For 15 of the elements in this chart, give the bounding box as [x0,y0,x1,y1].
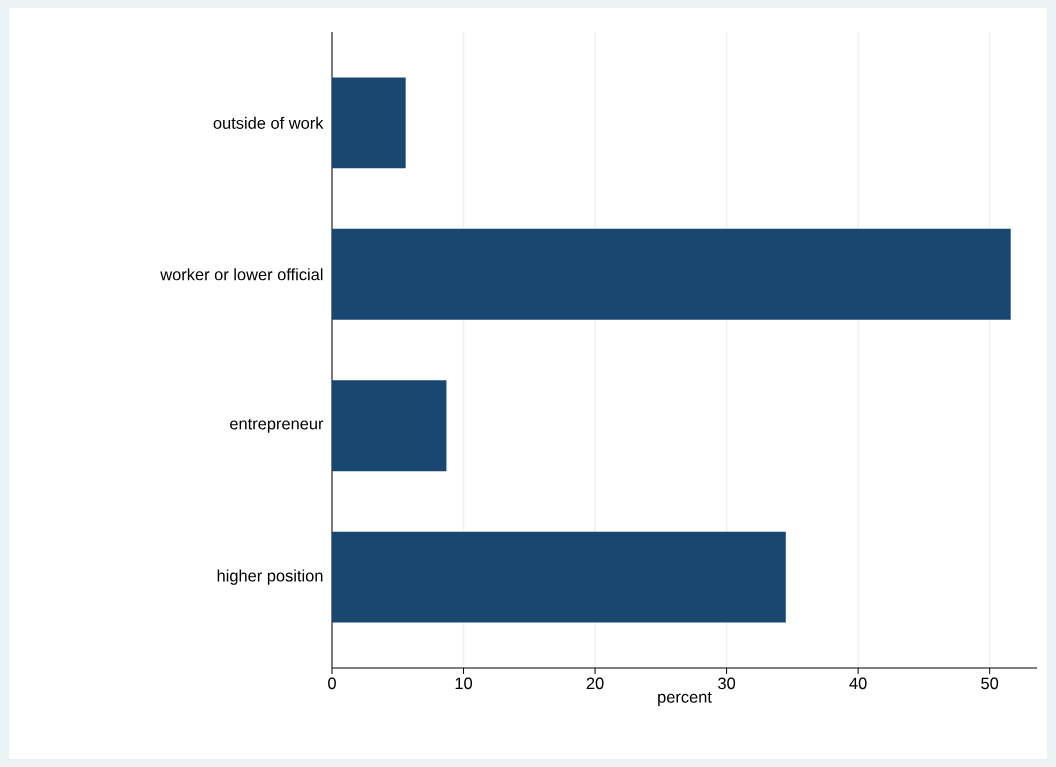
bar [332,228,1011,320]
x-tick-label: 30 [718,677,736,690]
x-tick-label: 10 [455,677,473,690]
x-tick-label: 0 [328,677,336,690]
bar [332,531,786,623]
x-axis-title: percent [658,691,712,707]
x-tick-label: 20 [586,677,604,690]
y-tick-label: higher position [217,569,323,585]
bar [332,380,447,472]
y-tick-label: outside of work [213,116,324,129]
x-tick-label: 40 [849,677,867,690]
y-tick-label: entrepreneur [230,418,324,433]
y-tick-label: worker or lower official [160,268,323,281]
bar [332,77,406,169]
x-tick-label: 50 [981,677,999,690]
